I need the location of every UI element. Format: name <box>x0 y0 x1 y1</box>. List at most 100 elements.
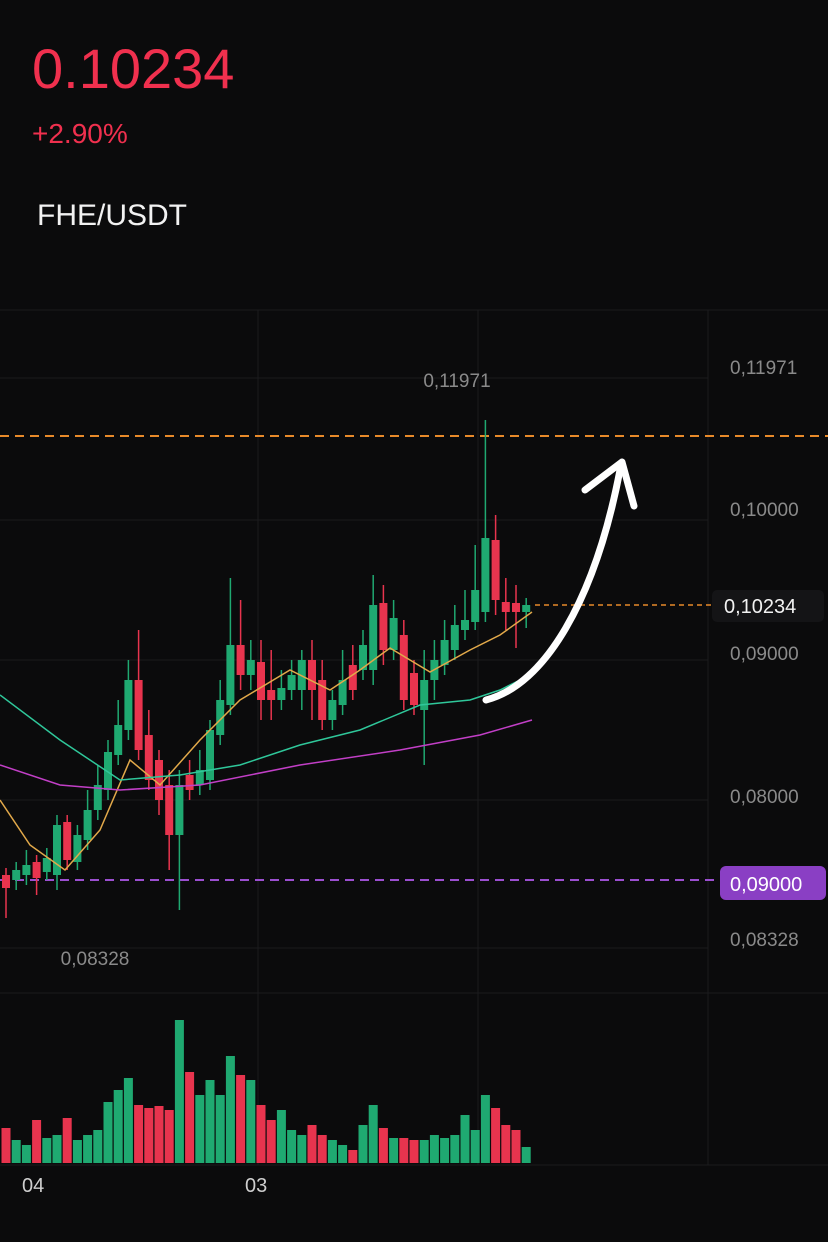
axis-label: 0,08000 <box>730 787 799 808</box>
volume-bar <box>113 1090 123 1163</box>
volume-bar <box>480 1095 490 1163</box>
ma-line <box>0 611 533 872</box>
candle-body <box>83 810 92 840</box>
candle-body <box>236 645 245 675</box>
volume-bar <box>287 1130 297 1163</box>
volume-bar <box>42 1138 52 1163</box>
candle-body <box>246 660 255 675</box>
candle-body <box>308 660 316 690</box>
volume-bar <box>103 1102 113 1163</box>
candle-body <box>410 673 418 705</box>
candles <box>2 420 531 918</box>
volume <box>1 1020 531 1163</box>
candle-body <box>389 618 398 650</box>
ma-line <box>0 719 533 791</box>
candle-body <box>450 625 459 650</box>
volume-bar <box>215 1095 225 1163</box>
candle-body <box>318 680 327 720</box>
candle-body <box>12 870 21 880</box>
candle-body <box>155 760 163 800</box>
candle-body <box>195 770 204 785</box>
candle-body <box>522 605 531 612</box>
arrow-head <box>581 458 638 510</box>
volume-bar <box>266 1120 276 1163</box>
volume-bar <box>491 1108 501 1163</box>
volume-bar <box>52 1135 62 1163</box>
candle-body <box>206 730 214 780</box>
candle-body <box>379 603 388 650</box>
volume-bar <box>123 1078 133 1163</box>
volume-bar <box>276 1110 286 1163</box>
price-tag <box>720 866 826 900</box>
volume-bar <box>511 1130 521 1163</box>
volume-bar <box>83 1135 93 1163</box>
candle-body <box>114 725 123 755</box>
axis-label: 0,10000 <box>730 500 799 521</box>
volume-bar <box>21 1145 31 1163</box>
volume-bar <box>399 1138 409 1163</box>
candle-body <box>461 620 469 630</box>
volume-bar <box>368 1105 378 1163</box>
volume-bar <box>144 1108 154 1163</box>
candle-body <box>338 680 347 705</box>
volume-bar <box>307 1125 317 1163</box>
candle-body <box>134 680 143 750</box>
volume-bar <box>521 1147 531 1163</box>
volume-bar <box>338 1145 348 1163</box>
axis-label: 0,10234 <box>724 596 796 618</box>
volume-bar <box>174 1020 184 1163</box>
candle-body <box>165 785 174 835</box>
axis-label: 0,11971 <box>730 358 797 379</box>
grid <box>0 309 828 1166</box>
candle-body <box>216 700 225 735</box>
volume-bar <box>440 1138 450 1163</box>
candle-body <box>348 665 357 690</box>
volume-bar <box>450 1135 460 1163</box>
candle-body <box>53 825 61 875</box>
volume-bar <box>11 1140 21 1163</box>
pair: FHE/USDT <box>37 199 187 232</box>
volume-bar <box>470 1130 480 1163</box>
volume-bar <box>429 1135 439 1163</box>
candle-body <box>226 645 235 705</box>
candle-body <box>369 605 378 670</box>
candle-body <box>440 640 449 665</box>
candle-body <box>104 752 112 790</box>
candle-body <box>277 688 286 700</box>
volume-bar <box>154 1106 164 1163</box>
volume-bar <box>378 1128 388 1163</box>
candle-body <box>257 662 265 700</box>
volume-bar <box>32 1120 42 1163</box>
volume-bar <box>297 1135 307 1163</box>
candle-body <box>287 675 296 690</box>
candle-body <box>73 835 82 862</box>
time-label: 03 <box>245 1175 267 1197</box>
time-label: 04 <box>22 1175 44 1197</box>
candle-body <box>32 862 41 878</box>
candle-body <box>175 785 184 835</box>
volume-bar <box>195 1095 205 1163</box>
volume-bar <box>164 1110 174 1163</box>
candle-body <box>93 785 102 810</box>
candle-body <box>144 735 153 780</box>
volume-bar <box>134 1105 144 1163</box>
volume-bar <box>348 1150 358 1163</box>
candle-body <box>297 660 306 690</box>
axis-label: 0,08328 <box>730 930 799 951</box>
volume-bar <box>185 1072 195 1163</box>
axis-label: 0,09000 <box>730 874 802 896</box>
candle-body <box>471 590 480 622</box>
volume-bar <box>256 1105 266 1163</box>
candle-body <box>124 680 133 730</box>
candle-body <box>481 538 490 612</box>
volume-bar <box>62 1118 72 1163</box>
axis-label: 0,09000 <box>730 644 799 665</box>
candle-body <box>420 680 429 710</box>
candle-body <box>185 775 194 790</box>
volume-bar <box>327 1140 337 1163</box>
price: 0.10234 <box>32 37 234 100</box>
volume-bar <box>93 1130 103 1163</box>
volume-bar <box>460 1115 470 1163</box>
